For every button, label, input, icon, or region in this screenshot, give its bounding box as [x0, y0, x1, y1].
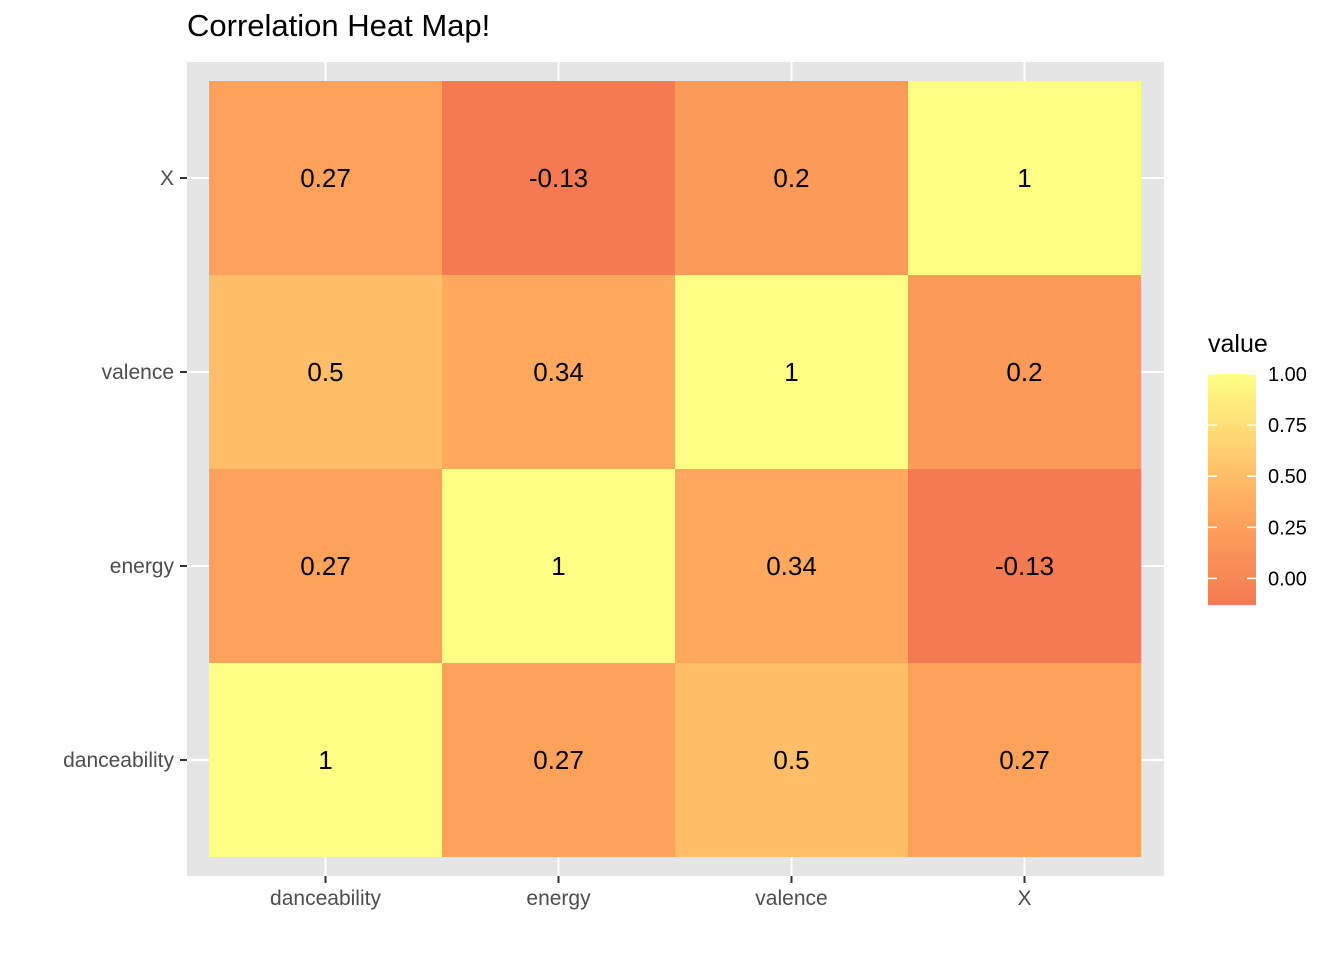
- x-tick-label: danceability: [270, 887, 381, 910]
- legend-tick-label: 0.50: [1268, 466, 1307, 488]
- heatmap-cell: [908, 469, 1141, 663]
- cell-value-label: 0.27: [300, 163, 351, 193]
- heatmap-cell: [908, 663, 1141, 857]
- chart-title: Correlation Heat Map!: [187, 8, 491, 43]
- heatmap-cell: [675, 469, 908, 663]
- heatmap-cell: [442, 275, 675, 469]
- cell-value-label: 0.34: [533, 357, 584, 387]
- heatmap-cell: [442, 663, 675, 857]
- cell-value-label: 0.2: [773, 163, 809, 193]
- cell-value-label: 0.34: [766, 551, 817, 581]
- heatmap-cell: [675, 275, 908, 469]
- y-tick-label: X: [160, 167, 174, 190]
- cell-value-label: 1: [318, 745, 332, 775]
- heatmap-cell: [908, 275, 1141, 469]
- legend-tick-label: 0.00: [1268, 568, 1307, 590]
- heatmap-cell: [675, 81, 908, 275]
- y-tick-label: danceability: [63, 749, 174, 772]
- cell-value-label: -0.13: [995, 551, 1054, 581]
- x-tick-label: X: [1017, 887, 1031, 910]
- cell-value-label: 1: [1017, 163, 1031, 193]
- cell-value-label: 0.5: [307, 357, 343, 387]
- cell-value-label: 0.5: [773, 745, 809, 775]
- cell-value-label: 0.27: [533, 745, 584, 775]
- heatmap-cell: [209, 275, 442, 469]
- x-tick-label: valence: [755, 887, 827, 910]
- heatmap-cell: [442, 81, 675, 275]
- cell-value-label: 1: [551, 551, 565, 581]
- cell-value-label: 1: [784, 357, 798, 387]
- cell-value-label: -0.13: [529, 163, 588, 193]
- cell-value-label: 0.2: [1006, 357, 1042, 387]
- y-tick-label: energy: [110, 555, 175, 578]
- heatmap-cell: [209, 81, 442, 275]
- heatmap-cell: [908, 81, 1141, 275]
- heatmap-cell: [209, 663, 442, 857]
- y-tick-label: valence: [102, 361, 174, 384]
- legend-title: value: [1208, 330, 1268, 358]
- legend-tick-label: 0.75: [1268, 415, 1307, 437]
- heatmap-cell: [209, 469, 442, 663]
- cell-value-label: 0.27: [300, 551, 351, 581]
- legend-tick-label: 0.25: [1268, 517, 1307, 539]
- heatmap-cell: [675, 663, 908, 857]
- legend-tick-label: 1.00: [1268, 364, 1307, 386]
- x-tick-label: energy: [526, 887, 591, 910]
- heatmap-cell: [442, 469, 675, 663]
- legend-colorbar: [1208, 374, 1256, 605]
- cell-value-label: 0.27: [999, 745, 1050, 775]
